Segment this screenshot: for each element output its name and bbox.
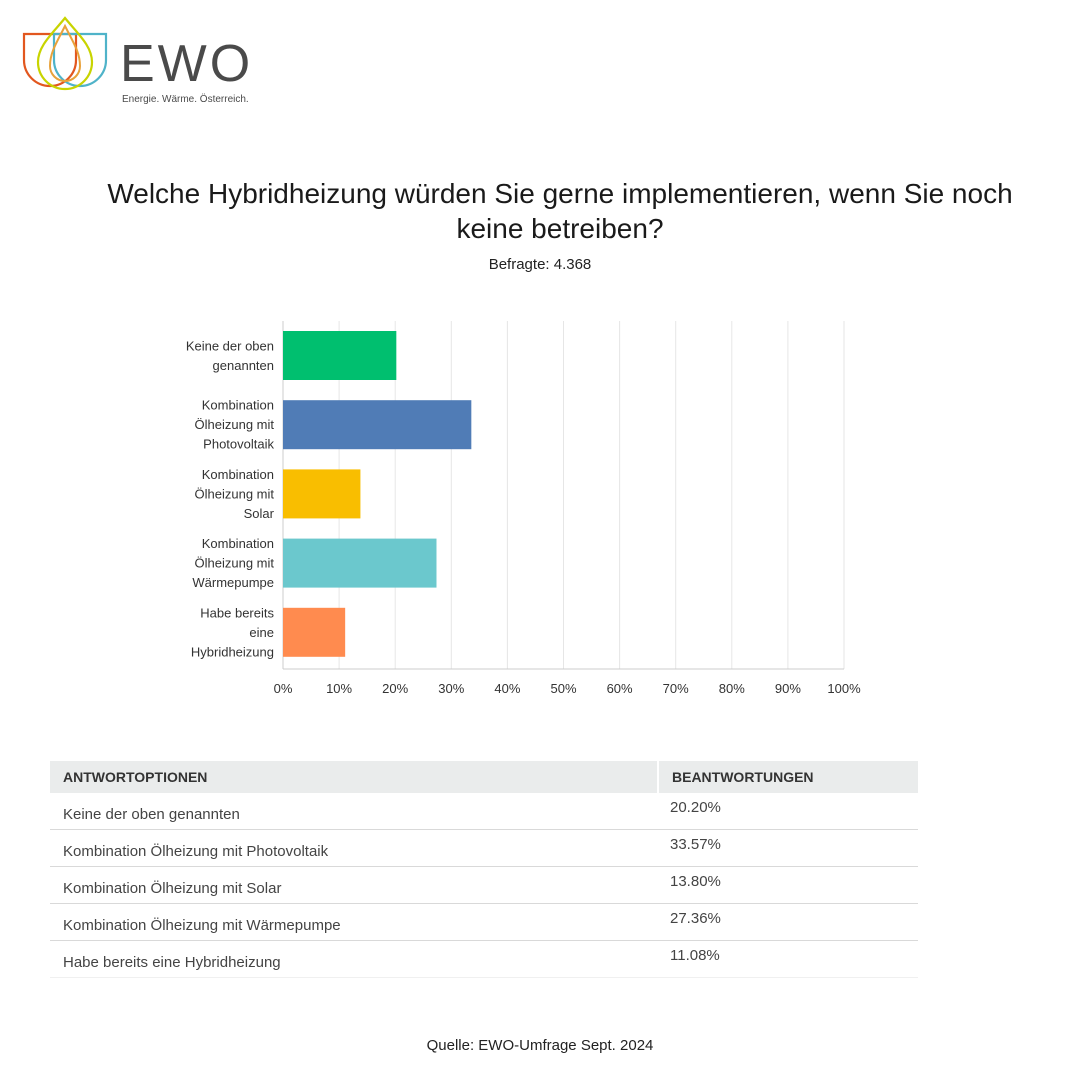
x-tick-label: 30% (438, 681, 464, 696)
bar (283, 469, 361, 519)
header-responses: BEANTWORTUNGEN (657, 761, 918, 793)
table-row: Habe bereits eine Hybridheizung 11.08% (50, 941, 918, 978)
x-tick-label: 100% (827, 681, 861, 696)
answer-option: Kombination Ölheizung mit Wärmepumpe (63, 917, 341, 934)
header-answer-options: ANTWORTOPTIONEN (63, 769, 208, 785)
category-label: Kombination Ölheizung mit Photovoltaik (195, 398, 275, 452)
response-percent: 13.80% (670, 873, 721, 890)
brand-logo: EWO Energie. Wärme. Österreich. (20, 16, 260, 105)
response-percent: 11.08% (670, 947, 720, 964)
x-tick-label: 10% (326, 681, 352, 696)
x-tick-label: 70% (663, 681, 689, 696)
table-row: Kombination Ölheizung mit Solar 13.80% (50, 867, 918, 904)
category-label: Kombination Ölheizung mit Solar (195, 467, 275, 521)
brand-name: EWO (120, 35, 254, 93)
response-percent: 20.20% (670, 799, 721, 816)
answer-option: Kombination Ölheizung mit Photovoltaik (63, 843, 329, 860)
x-tick-label: 80% (719, 681, 745, 696)
bar (283, 331, 397, 380)
results-table: ANTWORTOPTIONEN BEANTWORTUNGEN Keine der… (50, 761, 918, 978)
category-label: Keine der oben genannten (186, 338, 274, 373)
table-header: ANTWORTOPTIONEN BEANTWORTUNGEN (50, 761, 918, 793)
response-percent: 33.57% (670, 836, 721, 853)
x-tick-label: 90% (775, 681, 801, 696)
table-row: Kombination Ölheizung mit Wärmepumpe 27.… (50, 904, 918, 941)
table-row: Keine der oben genannten 20.20% (50, 793, 918, 830)
x-tick-label: 50% (550, 681, 576, 696)
ewo-drop-logo-icon (22, 16, 108, 91)
bar (283, 538, 437, 588)
table-row: Kombination Ölheizung mit Photovoltaik 3… (50, 830, 918, 867)
answer-option: Keine der oben genannten (63, 806, 240, 823)
respondent-count: Befragte: 4.368 (488, 256, 592, 273)
answer-option: Habe bereits eine Hybridheizung (63, 954, 281, 971)
x-tick-label: 40% (494, 681, 520, 696)
source-note: Quelle: EWO-Umfrage Sept. 2024 (426, 1037, 654, 1054)
brand-tagline: Energie. Wärme. Österreich. (122, 94, 249, 105)
category-label: Habe bereits eine Hybridheizung (191, 605, 275, 659)
x-tick-label: 20% (382, 681, 408, 696)
answer-option: Kombination Ölheizung mit Solar (63, 880, 282, 897)
x-tick-label: 60% (607, 681, 633, 696)
x-tick-label: 0% (274, 681, 293, 696)
category-label: Kombination Ölheizung mit Wärmepumpe (192, 536, 274, 590)
bar (283, 400, 472, 450)
chart-title: Welche Hybridheizung würden Sie gerne im… (107, 178, 1013, 244)
response-percent: 27.36% (670, 910, 721, 927)
bar (283, 607, 346, 657)
